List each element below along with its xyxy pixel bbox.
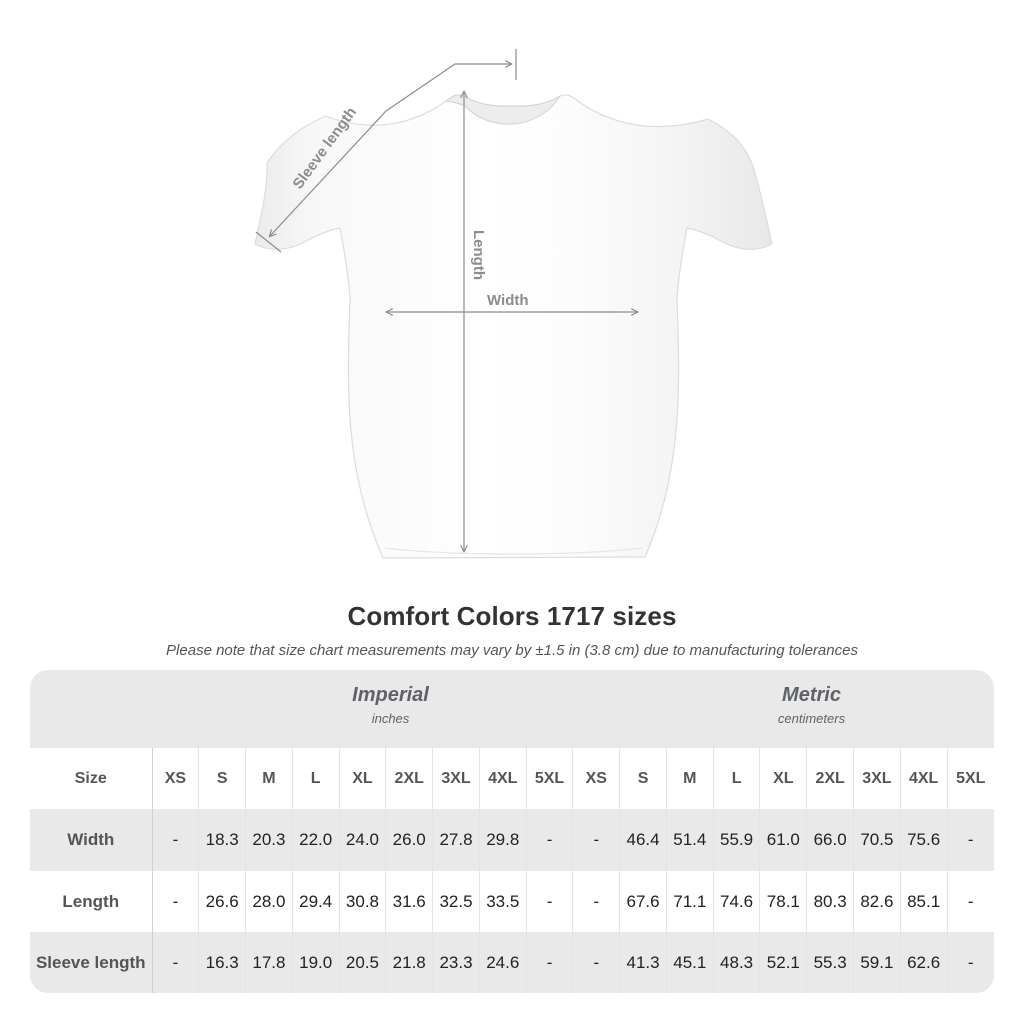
svg-text:Width: Width — [487, 292, 529, 309]
svg-text:Length: Length — [470, 230, 487, 280]
